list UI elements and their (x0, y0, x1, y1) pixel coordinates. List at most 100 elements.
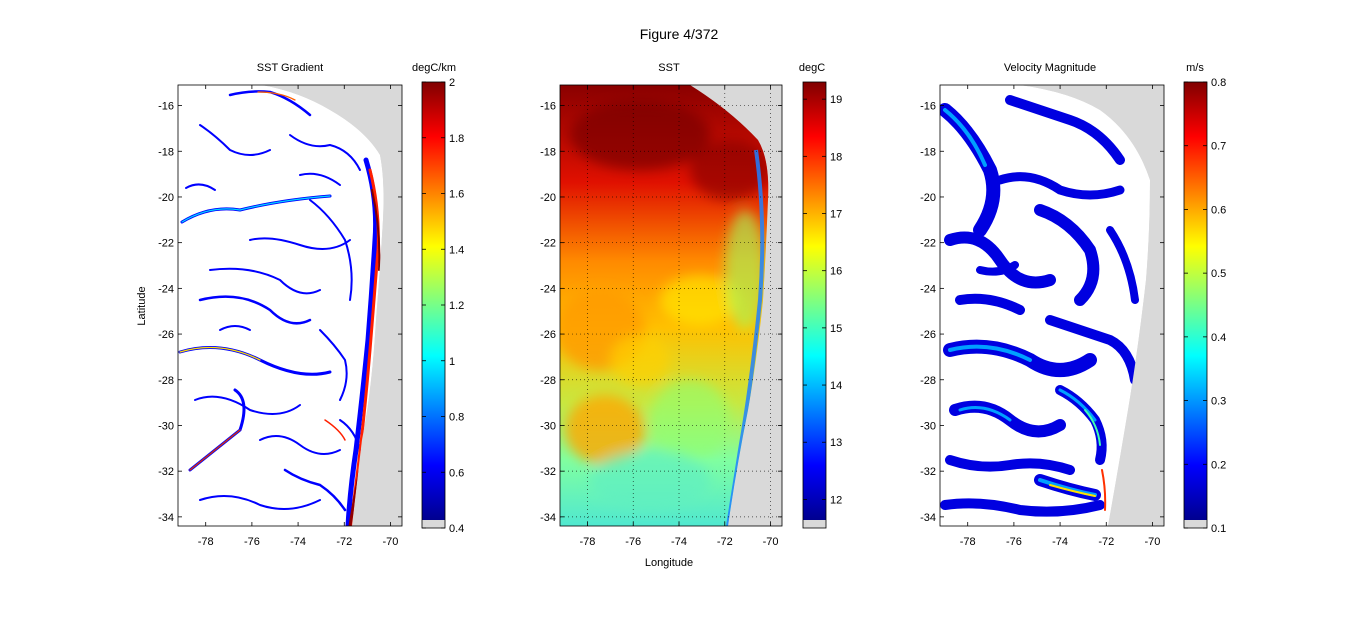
colorbar-gradient (422, 82, 445, 520)
colorbar-tick-label: 18 (830, 151, 842, 163)
x-axis-label: Longitude (645, 557, 693, 569)
colorbar-under (1184, 520, 1207, 528)
colorbar-tick-label: 0.7 (1211, 141, 1226, 153)
y-tick-label: -32 (158, 466, 174, 478)
y-ticks: -16 -18 -20 -22 -24 -26 -28 -30 -32 -34 (920, 101, 1164, 524)
y-tick-label: -24 (920, 283, 936, 295)
y-tick-label: -30 (920, 420, 936, 432)
y-tick-label: -16 (920, 101, 936, 113)
colorbar-tick-label: 0.8 (449, 412, 464, 424)
y-tick-label: -34 (920, 512, 936, 524)
y-tick-label: -16 (540, 101, 556, 113)
y-ticks: -16 -18 -20 -22 -24 -26 -28 -30 -32 -34 (158, 101, 402, 524)
colorbar-tick-label: 15 (830, 323, 842, 335)
x-tick-label: -74 (1052, 536, 1068, 548)
x-tick-label: -72 (336, 536, 352, 548)
y-tick-label: -24 (158, 283, 174, 295)
y-tick-label: -26 (540, 329, 556, 341)
colorbar-under (803, 520, 826, 528)
y-tick-label: -32 (540, 466, 556, 478)
colorbar-ticks: 2 1.8 1.6 1.4 1.2 1 0.8 0.6 0.4 (422, 77, 464, 535)
colorbar-tick-label: 16 (830, 266, 842, 278)
y-ticks: -16 -18 -20 -22 -24 -26 -28 -30 -32 -34 (540, 101, 782, 524)
colorbar-tick-label: 2 (449, 77, 455, 89)
colorbar-tick-label: 1.2 (449, 300, 464, 312)
colorbar-tick-label: 0.6 (449, 467, 464, 479)
x-tick-label: -74 (671, 536, 687, 548)
colorbar-tick-label: 0.2 (1211, 459, 1226, 471)
colorbar-frame (802, 81, 827, 529)
x-tick-label: -76 (625, 536, 641, 548)
x-tick-label: -72 (1098, 536, 1114, 548)
y-tick-label: -30 (158, 420, 174, 432)
sst-field (560, 85, 769, 526)
colorbar-gradient (1184, 82, 1207, 520)
x-tick-label: -76 (1006, 536, 1022, 548)
y-tick-label: -30 (540, 420, 556, 432)
y-tick-label: -18 (540, 146, 556, 158)
x-tick-label: -78 (960, 536, 976, 548)
y-tick-label: -28 (920, 375, 936, 387)
colorbar: m/s 0.8 0.7 0.6 0.5 0.4 0.3 0.2 0.1 (1183, 62, 1226, 535)
panel-velocity-magnitude: Velocity Magnitude (920, 62, 1226, 548)
panel-title: Velocity Magnitude (1004, 62, 1096, 74)
colorbar: degC 19 18 17 16 15 14 13 12 (799, 62, 842, 529)
panel-title: SST Gradient (257, 62, 323, 74)
colorbar-tick-label: 0.6 (1211, 204, 1226, 216)
x-tick-label: -78 (580, 536, 596, 548)
x-ticks: -78 -76 -74 -72 -70 (198, 85, 399, 548)
plot-frame (559, 84, 783, 527)
y-tick-label: -32 (920, 466, 936, 478)
y-tick-label: -22 (158, 238, 174, 250)
colorbar-tick-label: 1 (449, 356, 455, 368)
y-tick-label: -28 (540, 375, 556, 387)
plot-frame (177, 84, 403, 527)
colorbar-label: degC/km (412, 62, 456, 74)
x-tick-label: -70 (1145, 536, 1161, 548)
x-tick-label: -70 (763, 536, 779, 548)
y-tick-label: -18 (158, 146, 174, 158)
colorbar-under (422, 520, 445, 528)
colorbar-tick-label: 0.3 (1211, 396, 1226, 408)
colorbar-tick-label: 19 (830, 94, 842, 106)
y-tick-label: -26 (158, 329, 174, 341)
colorbar-tick-label: 0.5 (1211, 268, 1226, 280)
colorbar-tick-label: 0.1 (1211, 523, 1226, 535)
y-tick-label: -34 (158, 512, 174, 524)
colorbar: degC/km 2 1.8 1.6 1.4 1.2 1 0.8 0.6 0.4 (412, 62, 464, 535)
y-axis-label: Latitude (136, 286, 148, 325)
gradient-field (178, 85, 384, 526)
colorbar-frame (1183, 81, 1208, 529)
colorbar-tick-label: 1.4 (449, 244, 464, 256)
x-tick-label: -70 (383, 536, 399, 548)
figure-title: Figure 4/372 (640, 26, 719, 42)
colorbar-label: m/s (1186, 62, 1204, 74)
colorbar-tick-label: 0.4 (1211, 332, 1226, 344)
colorbar-tick-label: 13 (830, 437, 842, 449)
plot-frame (939, 84, 1165, 527)
colorbar-ticks: 0.8 0.7 0.6 0.5 0.4 0.3 0.2 0.1 (1184, 77, 1226, 535)
y-tick-label: -26 (920, 329, 936, 341)
colorbar-tick-label: 14 (830, 380, 842, 392)
y-tick-label: -28 (158, 375, 174, 387)
panel-sst-gradient: SST Gradient (136, 62, 464, 548)
x-tick-label: -74 (290, 536, 306, 548)
y-tick-label: -20 (540, 192, 556, 204)
colorbar-tick-label: 17 (830, 209, 842, 221)
velocity-field (940, 85, 1150, 526)
colorbar-ticks: 19 18 17 16 15 14 13 12 (803, 94, 842, 506)
colorbar-tick-label: 12 (830, 494, 842, 506)
x-ticks: -78 -76 -74 -72 -70 (960, 85, 1161, 548)
x-tick-label: -76 (244, 536, 260, 548)
y-tick-label: -20 (158, 192, 174, 204)
y-tick-label: -18 (920, 146, 936, 158)
colorbar-label: degC (799, 62, 825, 74)
colorbar-gradient (803, 82, 826, 520)
grid (560, 85, 782, 526)
x-tick-label: -72 (717, 536, 733, 548)
x-tick-label: -78 (198, 536, 214, 548)
panel-title: SST (658, 62, 680, 74)
y-tick-label: -22 (540, 238, 556, 250)
y-tick-label: -20 (920, 192, 936, 204)
